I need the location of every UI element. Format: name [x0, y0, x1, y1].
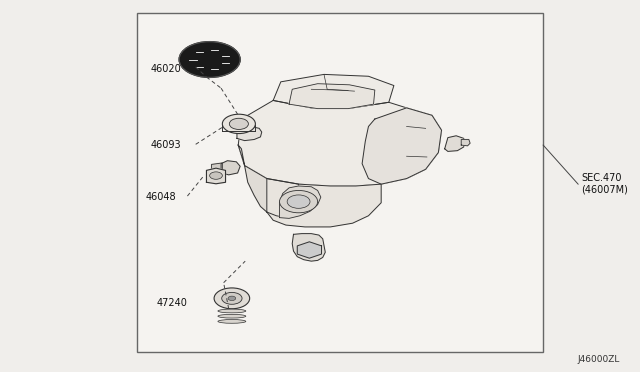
Polygon shape: [362, 108, 442, 184]
Text: 47240: 47240: [157, 298, 188, 308]
Circle shape: [280, 190, 317, 213]
Polygon shape: [273, 74, 394, 108]
Polygon shape: [289, 84, 375, 109]
Circle shape: [214, 288, 250, 309]
Circle shape: [287, 195, 310, 208]
Polygon shape: [212, 163, 222, 171]
Text: 46048: 46048: [146, 192, 177, 202]
Polygon shape: [267, 179, 381, 227]
Polygon shape: [292, 234, 325, 261]
Polygon shape: [207, 168, 225, 184]
Polygon shape: [238, 100, 442, 186]
Text: 46093: 46093: [150, 140, 181, 150]
Polygon shape: [221, 161, 240, 175]
Bar: [136, 13, 543, 352]
Circle shape: [229, 118, 248, 129]
Polygon shape: [238, 145, 299, 218]
Polygon shape: [461, 140, 470, 146]
Circle shape: [228, 296, 236, 301]
Ellipse shape: [218, 314, 246, 318]
Text: SEC.470
(46007M): SEC.470 (46007M): [581, 173, 628, 195]
Polygon shape: [445, 136, 464, 151]
Circle shape: [222, 114, 255, 134]
Polygon shape: [280, 186, 321, 218]
Circle shape: [210, 172, 222, 179]
Polygon shape: [297, 242, 321, 258]
Text: J46000ZL: J46000ZL: [577, 355, 620, 364]
Text: 46020: 46020: [150, 64, 181, 74]
Ellipse shape: [218, 309, 246, 313]
Ellipse shape: [218, 320, 246, 323]
Circle shape: [221, 292, 242, 304]
Circle shape: [179, 42, 240, 77]
Polygon shape: [237, 126, 262, 141]
